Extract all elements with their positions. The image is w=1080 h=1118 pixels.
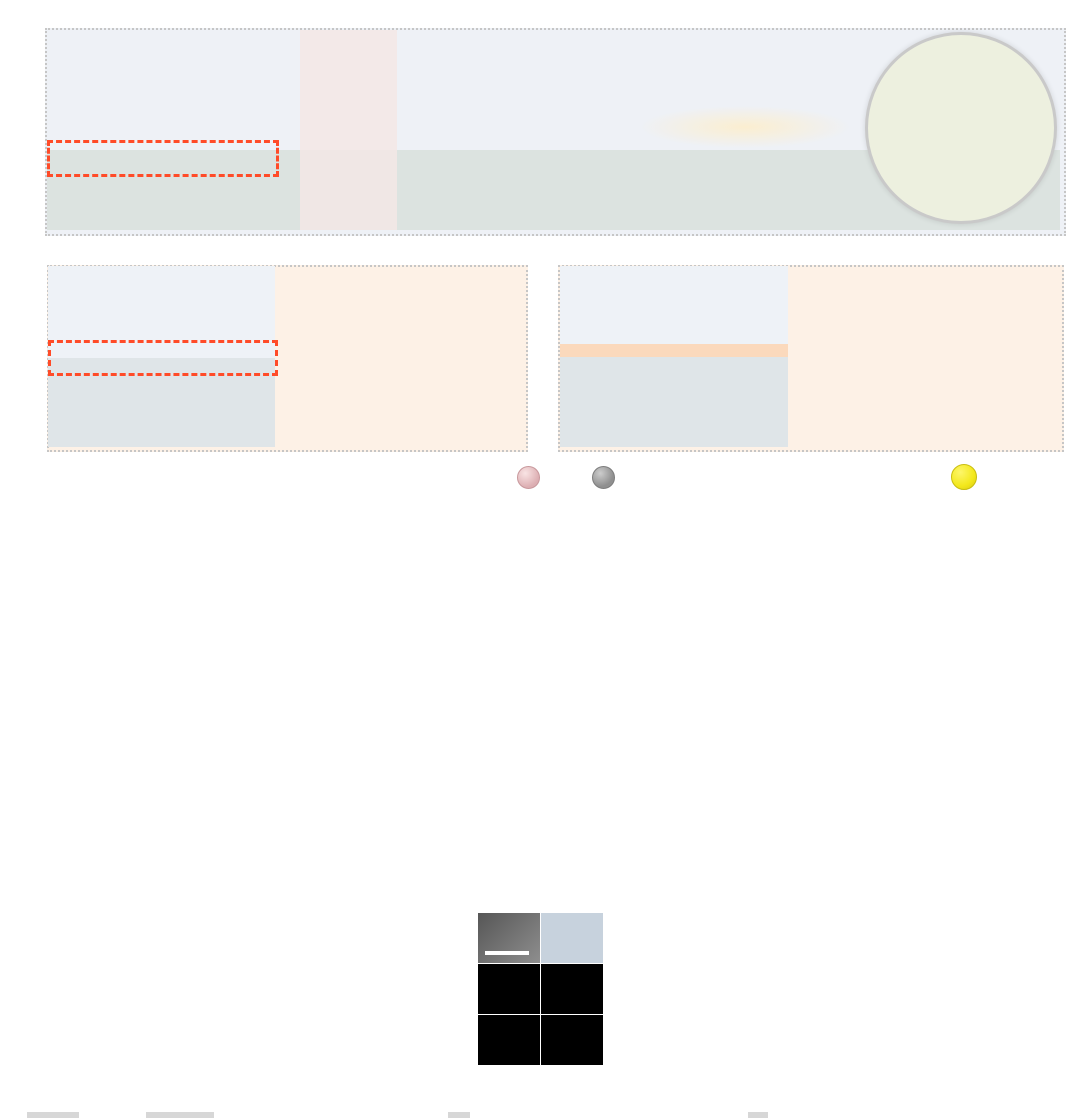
panel-a-cei-highlight-box: [47, 140, 279, 177]
carbon-sphere-icon: [592, 466, 615, 489]
eds-map-k: [478, 964, 540, 1014]
cropped-thumbnail: [146, 1112, 214, 1118]
panel-b-cei-highlight-box: [48, 340, 278, 376]
eds-map-fe: [478, 1015, 540, 1065]
eds-map-cu: [541, 1015, 603, 1065]
eds-map-n: [541, 964, 603, 1014]
electrolyte-ion-icon: [210, 452, 300, 496]
cropped-thumbnail: [748, 1112, 768, 1118]
panel-a-electrolyte-molecules: [0, 0, 1080, 240]
eds-scalebar: [485, 951, 529, 955]
magnifier-lens: [865, 32, 1057, 224]
panel-b-left-substrate-bg: [48, 358, 275, 447]
eds-map-c: [541, 913, 603, 963]
eds-label-cu: [541, 1015, 603, 1065]
cropped-thumbnail: [27, 1112, 79, 1118]
eds-map-sem: [478, 913, 540, 963]
h2-sphere-icon: [517, 466, 540, 489]
cropped-thumbnail: [448, 1112, 470, 1118]
panel-b-right-molecule-bg: [560, 266, 788, 356]
panel-b-right-substrate-bg: [560, 356, 788, 447]
electrode-sphere-icon: [951, 464, 977, 490]
eds-label-c: [541, 913, 603, 963]
eds-label-fe: [478, 1015, 540, 1065]
panel-a-dissolution-strip: [300, 30, 397, 230]
apl-interface-bar: [560, 344, 788, 357]
eds-label-n: [541, 964, 603, 1014]
eds-label-k: [478, 964, 540, 1014]
stable-interface-glow: [640, 106, 850, 148]
